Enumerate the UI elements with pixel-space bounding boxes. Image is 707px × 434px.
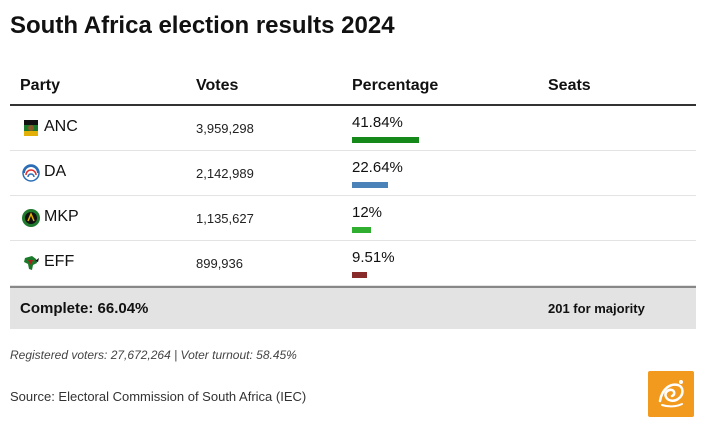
percentage-label: 41.84%	[352, 114, 403, 131]
results-table: Party Votes Percentage Seats ANC 3,959,2…	[10, 66, 696, 329]
party-name: EFF	[44, 253, 75, 270]
votes-value: 3,959,298	[196, 121, 254, 136]
percentage-bar	[352, 227, 372, 233]
anc-logo-icon	[24, 120, 38, 136]
header-party: Party	[20, 77, 61, 94]
percentage-bar	[352, 137, 419, 143]
table-footer: Complete: 66.04% 201 for majority	[10, 286, 696, 329]
percentage-bar	[352, 182, 389, 188]
chart-title: South Africa election results 2024	[10, 12, 395, 39]
table-row-anc: ANC 3,959,298 41.84%	[10, 106, 696, 151]
votes-value: 899,936	[196, 256, 243, 271]
table-row-da: DA 2,142,989 22.64%	[10, 151, 696, 196]
table-row-mkp: MKP 1,135,627 12%	[10, 196, 696, 241]
table-row-eff: EFF 899,936 9.51%	[10, 241, 696, 286]
majority-threshold: 201 for majority	[548, 301, 645, 316]
header-votes: Votes	[196, 77, 239, 94]
votes-value: 1,135,627	[196, 211, 254, 226]
header-seats: Seats	[548, 77, 591, 94]
party-name: ANC	[44, 118, 78, 135]
party-name: MKP	[44, 208, 79, 225]
da-logo-icon	[22, 164, 40, 182]
voter-stats-note: Registered voters: 27,672,264 | Voter tu…	[10, 348, 297, 362]
votes-value: 2,142,989	[196, 166, 254, 181]
party-name: DA	[44, 163, 67, 180]
header-percentage: Percentage	[352, 77, 439, 94]
source-note: Source: Electoral Commission of South Af…	[10, 389, 307, 404]
percentage-label: 9.51%	[352, 249, 395, 266]
eff-logo-icon	[24, 256, 39, 270]
table-header: Party Votes Percentage Seats	[10, 66, 696, 106]
al-jazeera-logo-icon	[648, 371, 694, 417]
percentage-label: 22.64%	[352, 159, 403, 176]
mkp-logo-icon	[22, 209, 40, 227]
completion-status: Complete: 66.04%	[20, 300, 149, 317]
percentage-label: 12%	[352, 204, 383, 221]
percentage-bar	[352, 272, 368, 278]
